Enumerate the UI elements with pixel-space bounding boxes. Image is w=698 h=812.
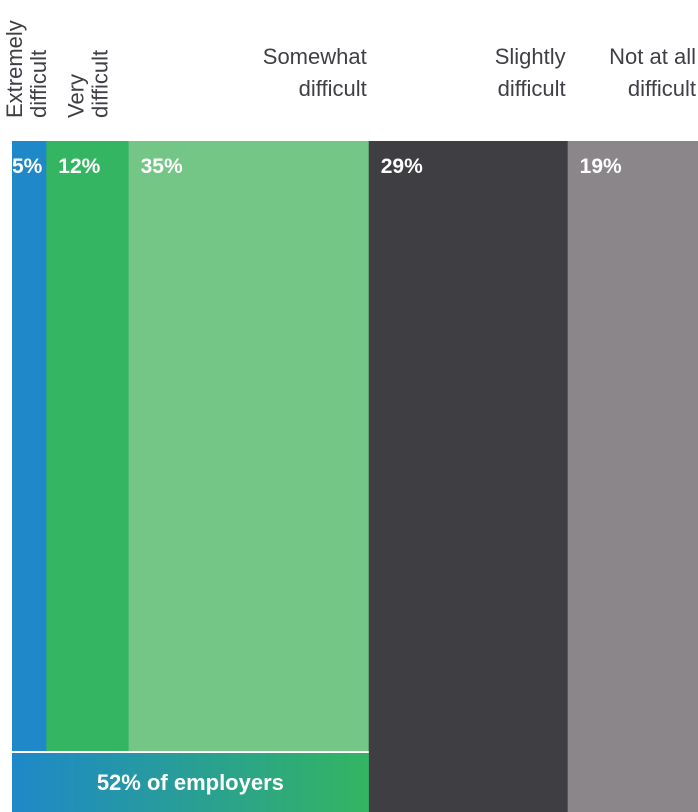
summary-band-fill xyxy=(12,752,369,812)
bar-extremely-difficult xyxy=(12,141,47,812)
bar-somewhat-difficult xyxy=(128,141,370,812)
value-label-very-difficult: 12% xyxy=(58,155,100,178)
bar-not-at-all-difficult xyxy=(567,141,698,812)
value-label-not-at-all-difficult: 19% xyxy=(580,155,622,178)
category-label-very-difficult: Verydifficult xyxy=(63,50,112,118)
summary-label: 52% of employers xyxy=(97,770,284,795)
value-label-slightly-difficult: 29% xyxy=(381,155,423,178)
category-label-extremely-difficult: Extremelydifficult xyxy=(2,20,51,118)
segment-bars xyxy=(12,141,698,812)
category-label-slightly-difficult: Slightly difficult xyxy=(495,44,566,101)
summary-band: 52% of employers xyxy=(12,751,369,812)
category-label-not-at-all-difficult: Not at all difficult xyxy=(609,44,696,101)
value-labels: 5% 12% 35% 29% 19% xyxy=(12,155,622,178)
bar-very-difficult xyxy=(46,141,130,812)
category-label-somewhat-difficult: Somewhat difficult xyxy=(263,44,367,101)
bar-slightly-difficult xyxy=(368,141,569,812)
value-label-extremely-difficult: 5% xyxy=(12,155,43,178)
value-label-somewhat-difficult: 35% xyxy=(141,155,183,178)
category-labels: Extremelydifficult Verydifficult Somewhat d… xyxy=(2,20,696,118)
